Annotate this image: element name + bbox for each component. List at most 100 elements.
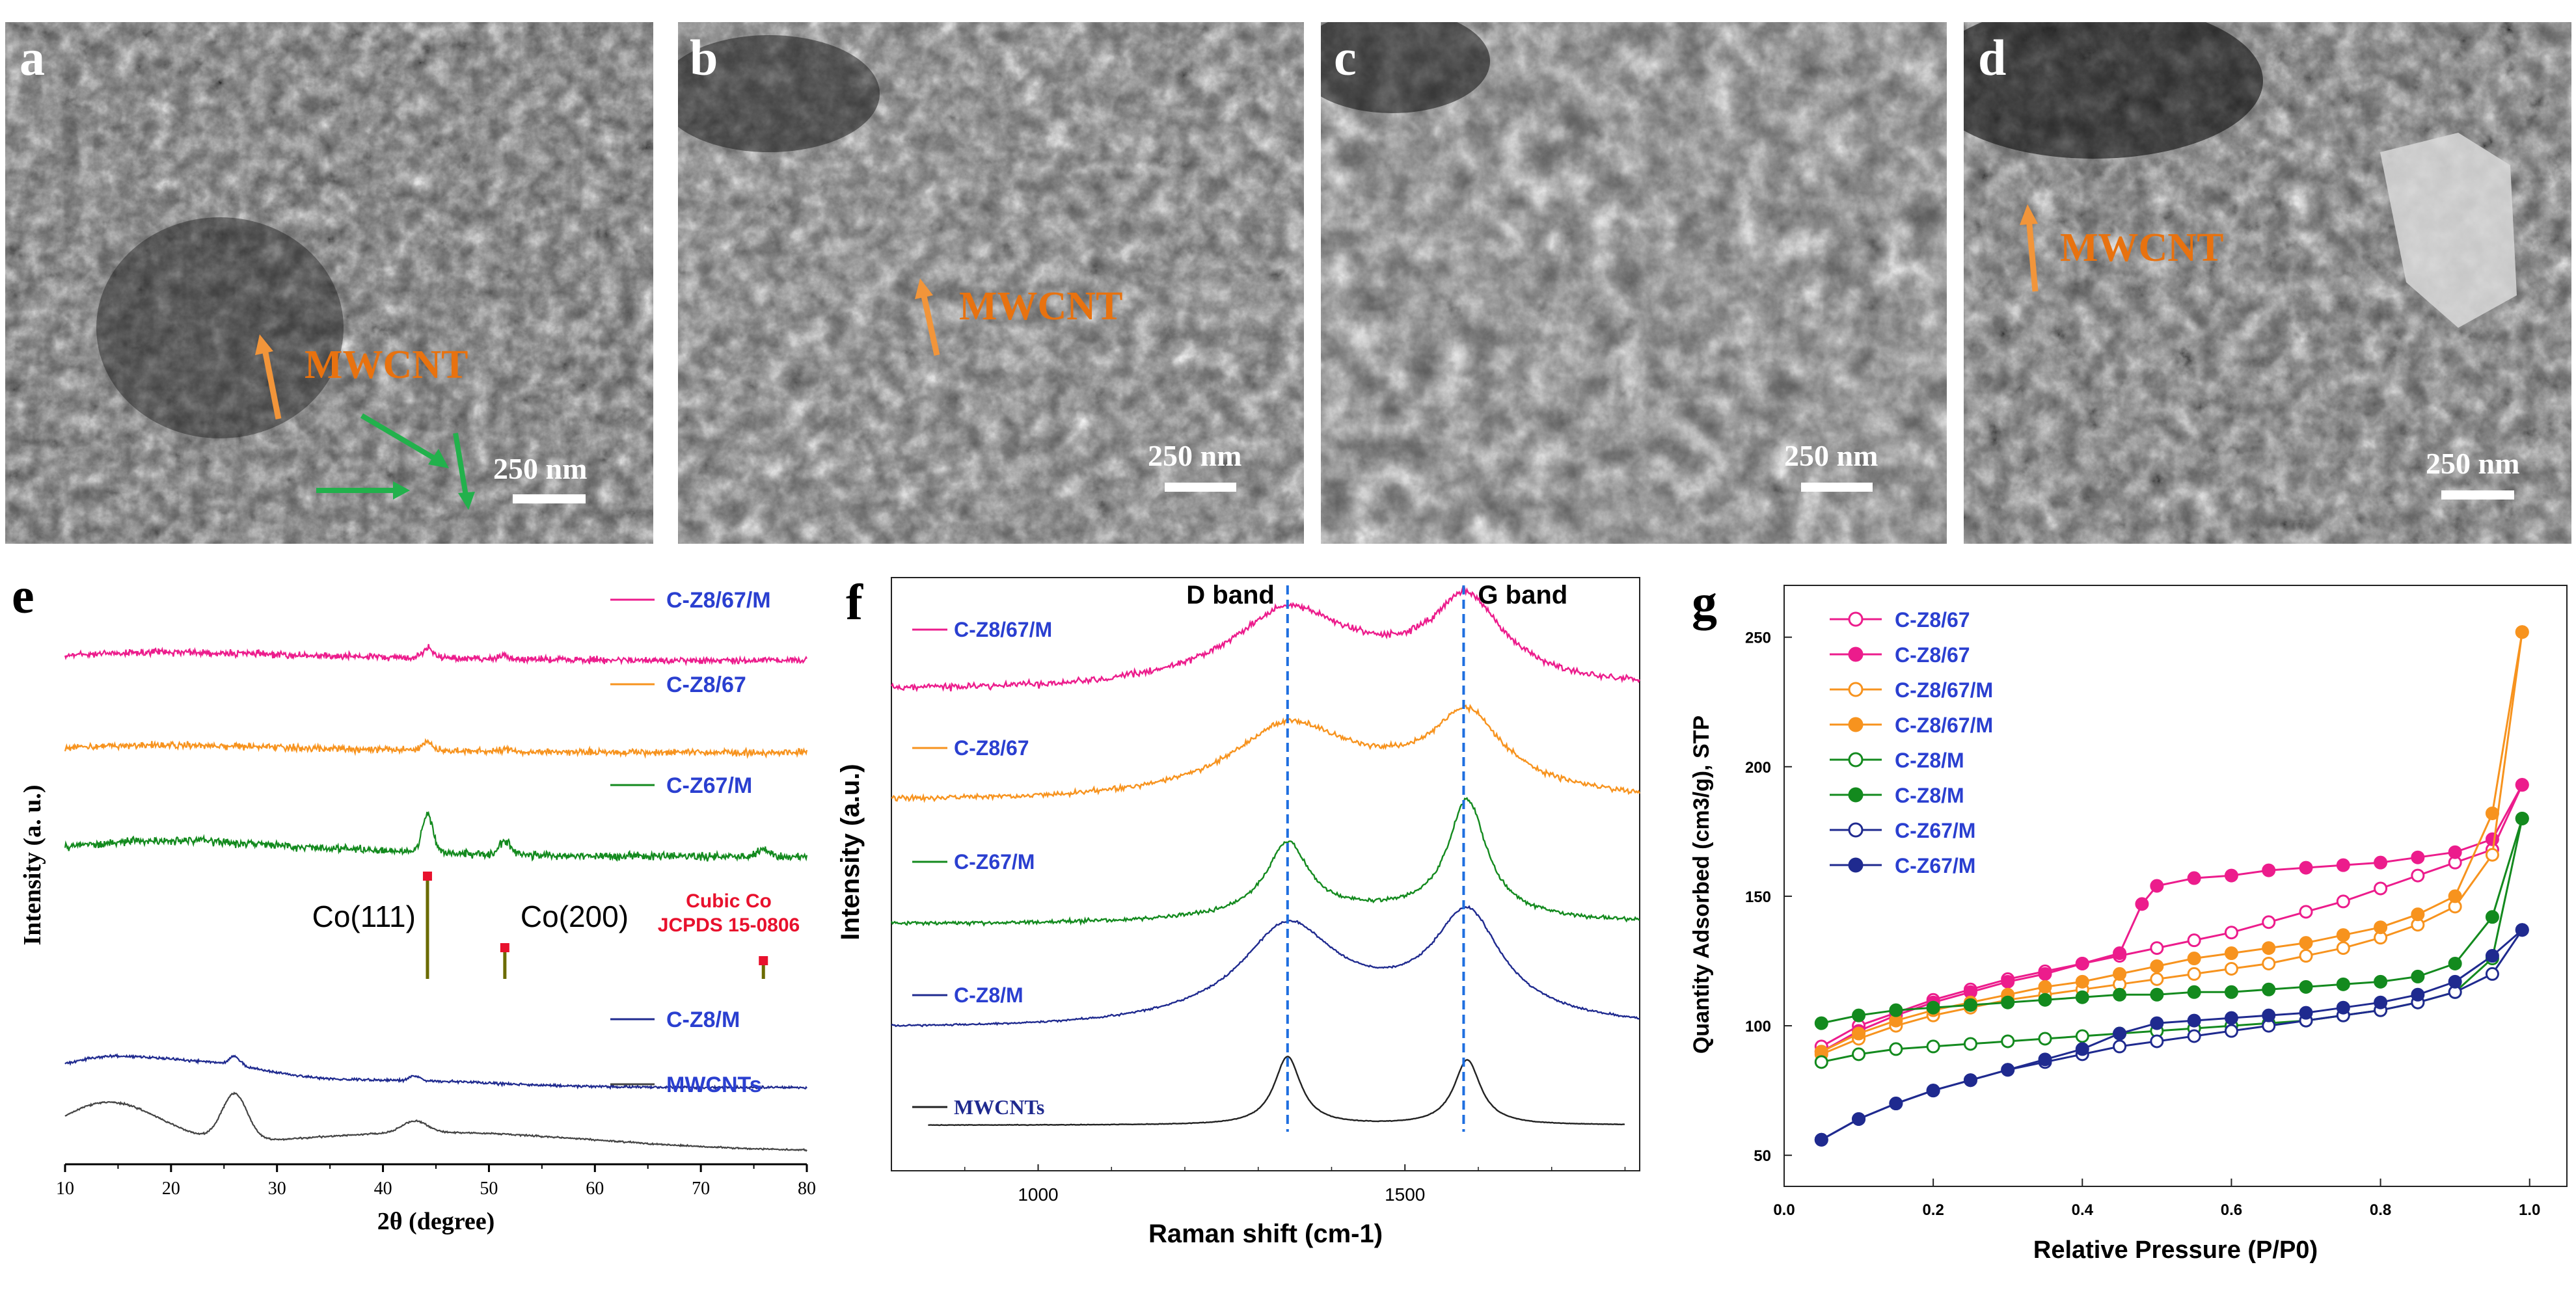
- raman-series-C-Z8/67: [891, 704, 1641, 803]
- bet-point-C-Z67/M: [1926, 1084, 1940, 1098]
- bet-point-C-Z67/M: [2336, 1000, 2350, 1015]
- panel-label-f: f: [846, 574, 863, 630]
- bet-point-C-Z8/67/M: [2485, 806, 2499, 820]
- bet-point-C-Z8/67/M: [2150, 959, 2164, 973]
- bet-point-C-Z8/67: [2135, 897, 2149, 911]
- sem-panel-c: c 250 nm: [1321, 22, 1947, 544]
- legend-marker-g: [1848, 611, 1864, 627]
- bet-point-C-Z67/M: [2150, 1034, 2164, 1048]
- bet-point-C-Z8/67: [2515, 778, 2529, 792]
- legend-label-e: C-Z8/67: [666, 673, 746, 697]
- scale-text-c: 250 nm: [1784, 439, 1878, 472]
- y-axis-title-f: Intensity (a.u.): [836, 764, 865, 940]
- bet-point-C-Z8/67/M: [2113, 967, 2127, 981]
- x-axis-title-f: Raman shift (cm-1): [1148, 1220, 1383, 1248]
- bet-point-C-Z8/67/M: [2224, 946, 2238, 961]
- bet-point-C-Z8/M: [1926, 1039, 1940, 1054]
- bet-plot: g 0.0 0.2 0.4 0.6 0.8 1.0 50 100 150 200 250 Relativ…: [1689, 574, 2568, 1264]
- raman-series-MWCNTs: [928, 1056, 1625, 1127]
- bet-chart: g 0.0 0.2 0.4 0.6 0.8 1.0 50 100 150 200 250 Relativ…: [1653, 559, 2576, 1295]
- x-tick-label-e: 40: [374, 1179, 392, 1199]
- bet-point-C-Z67/M: [1814, 1132, 1828, 1147]
- panel-label-g: g: [1692, 574, 1717, 630]
- bet-point-C-Z8/67/M: [2075, 974, 2089, 989]
- bet-point-C-Z67/M: [1963, 1073, 1977, 1088]
- sem-image-d: [1964, 22, 2571, 544]
- bet-point-C-Z8/M: [1814, 1016, 1828, 1030]
- bet-point-C-Z67/M: [2113, 1026, 2127, 1041]
- legend-label-g: C-Z67/M: [1895, 854, 1975, 877]
- bet-point-C-Z67/M: [2485, 949, 2499, 963]
- bet-point-C-Z8/M: [2411, 969, 2425, 983]
- bet-point-C-Z8/67: [2262, 915, 2276, 929]
- bet-point-C-Z8/67: [2187, 933, 2201, 948]
- bet-point-C-Z67/M: [2224, 1024, 2238, 1038]
- sem-image-b: [678, 22, 1304, 544]
- legend-label-g: C-Z8/67/M: [1895, 714, 1993, 737]
- bet-point-C-Z8/M: [1889, 1003, 1903, 1017]
- raman-series-C-Z67/M: [890, 797, 1640, 927]
- legend-label-f: MWCNTs: [954, 1095, 1044, 1119]
- bet-point-C-Z67/M: [2411, 987, 2425, 1002]
- x-tick-label-e: 50: [480, 1179, 498, 1199]
- bet-point-C-Z8/M: [1963, 998, 1977, 1012]
- legend-marker-g: [1848, 647, 1864, 662]
- bet-point-C-Z8/M: [1926, 1000, 1940, 1015]
- bet-point-C-Z8/67: [2001, 974, 2015, 989]
- x-tick-label-e: 20: [162, 1179, 180, 1199]
- scale-text-a: 250 nm: [493, 452, 588, 485]
- x-tick-label-g: 0.4: [2072, 1201, 2094, 1219]
- bet-point-C-Z8/67/M: [2299, 936, 2313, 950]
- bet-point-C-Z8/67/M: [2187, 967, 2201, 981]
- bet-point-C-Z8/M: [2001, 1034, 2015, 1048]
- bet-point-C-Z67/M: [2224, 1011, 2238, 1025]
- bet-point-C-Z8/67: [2336, 894, 2350, 909]
- sem-image-a: [5, 22, 653, 544]
- panel-label-e: e: [12, 567, 34, 624]
- bet-point-C-Z67/M: [2187, 1029, 2201, 1043]
- sem-panel-b: b MWCNT 250 nm: [678, 22, 1304, 544]
- legend-label-g: C-Z8/67/M: [1895, 678, 1993, 702]
- legend-label-e: MWCNTs: [666, 1073, 762, 1097]
- x-tick-label-f: 1500: [1385, 1184, 1425, 1205]
- x-tick-label-e: 30: [268, 1179, 286, 1199]
- bet-point-C-Z8/M: [2038, 1032, 2052, 1046]
- y-tick-label-g: 100: [1745, 1018, 1771, 1035]
- plot-frame-f: [891, 577, 1640, 1171]
- bet-point-C-Z8/M: [2299, 980, 2313, 994]
- panel-label-d: d: [1978, 29, 2007, 86]
- bet-point-C-Z67/M: [2038, 1052, 2052, 1067]
- bet-point-C-Z8/67: [2038, 967, 2052, 981]
- bet-point-C-Z8/67: [2150, 879, 2164, 893]
- x-axis-title-g: Relative Pressure (P/P0): [2033, 1236, 2318, 1264]
- g-band-label: G band: [1478, 581, 1567, 609]
- bet-point-C-Z8/M: [2262, 982, 2276, 996]
- x-tick-label-e: 10: [56, 1179, 74, 1199]
- x-tick-label-g: 0.8: [2370, 1201, 2391, 1219]
- xrd-chart: e 10 20 30 40 50 60 70 80 2θ (degree) Intensity (a…: [0, 559, 826, 1295]
- legend-marker-g: [1848, 857, 1864, 873]
- bet-point-C-Z8/67/M: [2448, 889, 2462, 903]
- scale-text-b: 250 nm: [1148, 439, 1242, 472]
- bet-point-C-Z8/67: [2411, 868, 2425, 883]
- scale-bar-a: [513, 494, 586, 503]
- scale-bar-c: [1801, 483, 1873, 492]
- bet-point-C-Z8/67: [2262, 863, 2276, 877]
- reference-card: JCPDS 15-0806: [658, 915, 800, 936]
- reference-marker: [500, 943, 509, 952]
- legend-label-g: C-Z8/M: [1895, 749, 1964, 772]
- bet-point-C-Z8/67: [2150, 941, 2164, 955]
- mwcnt-label-b: MWCNT: [959, 284, 1123, 328]
- bet-point-C-Z8/M: [2075, 1029, 2089, 1043]
- legend-label-f: C-Z8/67: [954, 736, 1029, 760]
- legend-label-f: C-Z67/M: [954, 850, 1035, 874]
- bet-point-C-Z8/67/M: [2299, 949, 2313, 963]
- reference-label: Co(111): [312, 900, 416, 933]
- bet-line-C-Z67/M: [1821, 929, 2523, 1141]
- sem-image-c: [1321, 22, 1947, 544]
- bet-point-C-Z8/67/M: [2187, 952, 2201, 966]
- legend-marker-g: [1848, 682, 1864, 697]
- bet-point-C-Z8/M: [2187, 985, 2201, 999]
- reference-marker: [759, 956, 768, 965]
